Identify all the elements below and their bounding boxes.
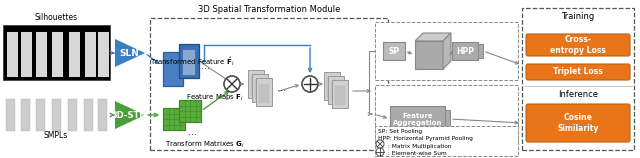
FancyBboxPatch shape <box>69 32 80 77</box>
FancyBboxPatch shape <box>98 32 109 77</box>
FancyBboxPatch shape <box>332 80 348 108</box>
FancyBboxPatch shape <box>445 110 450 128</box>
Circle shape <box>376 140 384 148</box>
FancyBboxPatch shape <box>163 108 185 130</box>
Polygon shape <box>443 33 451 69</box>
FancyBboxPatch shape <box>36 32 47 77</box>
Text: SLN: SLN <box>119 49 139 58</box>
Text: SP: SP <box>388 46 399 55</box>
Text: Cosine
Similarity: Cosine Similarity <box>557 113 598 133</box>
Text: HPP: HPP <box>456 46 474 55</box>
FancyBboxPatch shape <box>183 50 195 75</box>
Text: Transformed Feature $\hat{\mathbf{F}}_i$: Transformed Feature $\hat{\mathbf{F}}_i$ <box>150 55 234 68</box>
FancyBboxPatch shape <box>478 44 483 58</box>
Text: SMPLs: SMPLs <box>44 131 68 140</box>
FancyBboxPatch shape <box>255 80 265 99</box>
Polygon shape <box>115 39 145 67</box>
Text: ...: ... <box>188 127 197 137</box>
FancyBboxPatch shape <box>526 34 630 56</box>
FancyBboxPatch shape <box>85 32 96 77</box>
Text: Inference: Inference <box>558 90 598 99</box>
FancyBboxPatch shape <box>179 100 201 122</box>
FancyBboxPatch shape <box>252 74 268 102</box>
FancyBboxPatch shape <box>327 78 337 97</box>
FancyBboxPatch shape <box>375 22 518 80</box>
FancyBboxPatch shape <box>3 25 110 80</box>
Text: 3D Spatial Transformation Module: 3D Spatial Transformation Module <box>198 5 340 14</box>
Text: 3D-STN: 3D-STN <box>111 110 147 119</box>
Circle shape <box>224 76 240 92</box>
FancyBboxPatch shape <box>6 99 15 131</box>
FancyBboxPatch shape <box>52 99 61 131</box>
Text: Feature Maps $\mathbf{F}_i$: Feature Maps $\mathbf{F}_i$ <box>186 93 244 103</box>
FancyBboxPatch shape <box>324 72 340 100</box>
FancyBboxPatch shape <box>7 32 18 77</box>
FancyBboxPatch shape <box>526 64 630 80</box>
FancyBboxPatch shape <box>259 84 269 103</box>
FancyBboxPatch shape <box>36 99 45 131</box>
FancyBboxPatch shape <box>452 42 478 60</box>
FancyBboxPatch shape <box>98 99 107 131</box>
FancyBboxPatch shape <box>390 106 445 132</box>
Text: : Matrix Multiplication: : Matrix Multiplication <box>386 144 451 149</box>
Text: ...: ... <box>201 61 210 71</box>
Text: : Element-wise Sum: : Element-wise Sum <box>386 151 447 156</box>
FancyBboxPatch shape <box>328 76 344 104</box>
FancyBboxPatch shape <box>522 8 634 150</box>
Text: ...: ... <box>277 83 286 93</box>
FancyBboxPatch shape <box>375 126 518 156</box>
FancyBboxPatch shape <box>526 104 630 142</box>
FancyBboxPatch shape <box>375 85 518 143</box>
FancyBboxPatch shape <box>21 32 32 77</box>
FancyBboxPatch shape <box>256 78 272 106</box>
FancyBboxPatch shape <box>248 70 264 98</box>
Text: Training: Training <box>561 12 595 21</box>
FancyBboxPatch shape <box>383 42 405 60</box>
FancyBboxPatch shape <box>52 32 63 77</box>
Text: Triplet Loss: Triplet Loss <box>553 67 603 76</box>
Text: Feature
Aggregation: Feature Aggregation <box>393 112 442 125</box>
FancyBboxPatch shape <box>335 86 345 105</box>
FancyBboxPatch shape <box>331 82 341 101</box>
FancyBboxPatch shape <box>84 99 93 131</box>
Text: Cross-
entropy Loss: Cross- entropy Loss <box>550 35 606 55</box>
Text: Silhouettes: Silhouettes <box>35 13 77 22</box>
FancyBboxPatch shape <box>21 99 30 131</box>
Text: Transform Matrixes $\mathbf{G}_i$: Transform Matrixes $\mathbf{G}_i$ <box>165 140 244 150</box>
FancyBboxPatch shape <box>163 52 183 86</box>
FancyBboxPatch shape <box>68 99 77 131</box>
Polygon shape <box>415 33 451 41</box>
Text: HPP: Horizontal Pyramid Pooling: HPP: Horizontal Pyramid Pooling <box>378 136 473 141</box>
FancyBboxPatch shape <box>179 44 199 78</box>
Text: SP: Set Pooling: SP: Set Pooling <box>378 129 422 134</box>
FancyBboxPatch shape <box>415 41 443 69</box>
Polygon shape <box>115 101 145 129</box>
Circle shape <box>302 76 318 92</box>
FancyBboxPatch shape <box>251 76 261 95</box>
FancyBboxPatch shape <box>150 18 388 150</box>
Circle shape <box>376 148 384 156</box>
